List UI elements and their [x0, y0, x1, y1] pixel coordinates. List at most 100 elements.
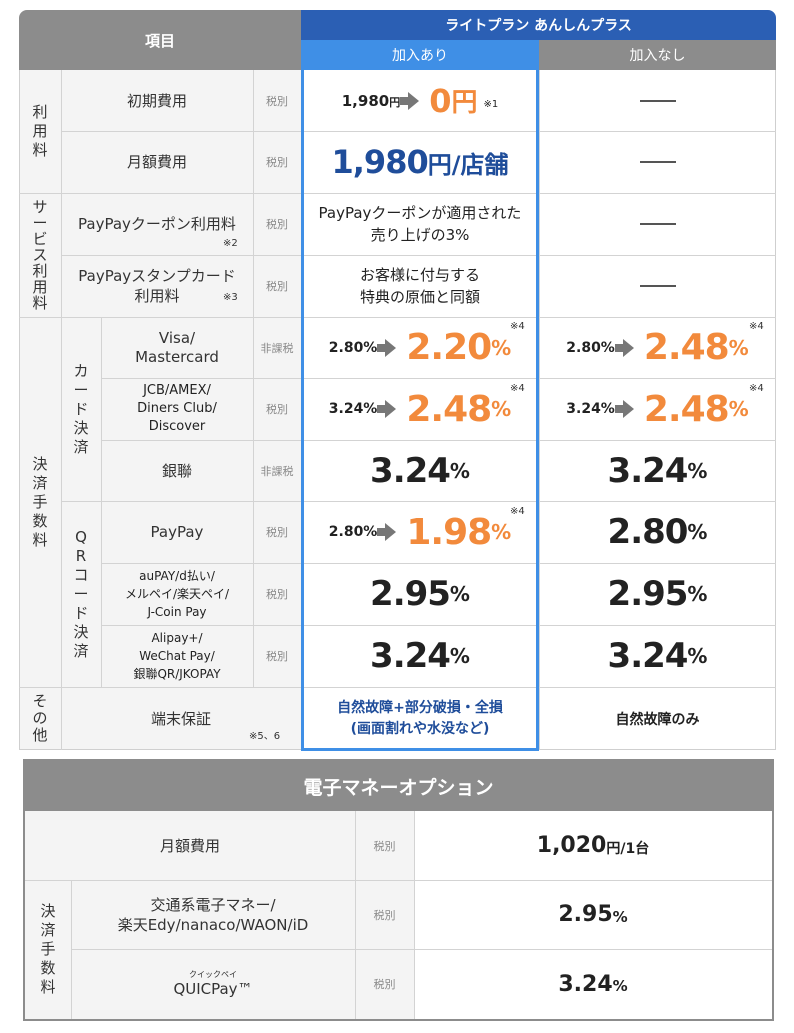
row-monthly-without: [539, 131, 776, 193]
emoney-quic_ruby-text: クイックペイ: [189, 970, 237, 979]
row-stamp-without: [539, 255, 776, 317]
rows-monthly-label-text: 月額費用: [126, 153, 187, 171]
arrow-icon: [377, 400, 397, 418]
row-aupay-with: 2.95%: [301, 563, 539, 625]
emoney-group-4-text: 料: [40, 978, 56, 996]
groups-other-2-text: 他: [32, 726, 48, 744]
row-coupon-tax: 税別: [253, 193, 301, 255]
rows-stamp-label2-text: 利用料: [134, 287, 180, 305]
groups-card-0-text: カ: [73, 361, 89, 380]
row-monthly-tax: 税別: [253, 131, 301, 193]
row-coupon-without: [539, 193, 776, 255]
row-alipay-label: Alipay+/ WeChat Pay/銀聯QR/JKOPAY: [101, 625, 253, 687]
groups-qr-4-text: ド: [73, 603, 89, 622]
rows-alipay-label2-text: WeChat Pay/: [139, 649, 215, 663]
rows-stamp-line1-text: お客様に付与する: [359, 266, 480, 284]
pct-text: %: [491, 520, 512, 544]
row-unionpay-tax: 非課税: [253, 440, 301, 501]
groups-card-3-text: 決: [73, 418, 89, 437]
groups-qr-2-text: コ: [73, 565, 89, 584]
row-visa-with: 2.80% 2.20%: [301, 317, 539, 378]
rows-aupay-label1-text: auPAY/d払い/: [139, 569, 215, 583]
row-stamp-with: お客様に付与する 特典の原価と同額: [301, 255, 539, 317]
dash-icon: [639, 161, 676, 163]
row-paypay-with: 2.80% 1.98%: [301, 501, 539, 563]
row-coupon-with: PayPayクーポンが適用された 売り上げの3%: [301, 193, 539, 255]
row-warranty-with: 自然故障+部分破損・全損 (画面割れや水没など): [301, 687, 539, 750]
rows-jcb-label3-text: Discover: [148, 419, 206, 434]
col-with-label: 加入あり: [392, 48, 448, 64]
rows-unionpay-without-text: 3.24: [607, 450, 689, 491]
groups-service-3-text: ス: [32, 246, 48, 264]
emoney-title-text: 電子マネーオプション: [303, 776, 494, 799]
groups-card-2-text: ド: [73, 399, 89, 418]
rows-aupay-label2-text: メルペイ/楽天ペイ/: [124, 587, 230, 601]
rows-jcb-with_new-text: 2.48: [406, 388, 492, 430]
groups-usage-1-text: 用: [32, 122, 48, 140]
groups-qr-3-text: ー: [73, 584, 89, 603]
pct-text: %: [687, 458, 708, 483]
rows-warranty-with1-text: 自然故障+部分破損・全損: [337, 699, 503, 716]
plan-header: ライトプラン あんしんプラス: [301, 10, 776, 40]
emoney-quic_tax-text: 税別: [373, 978, 396, 991]
rows-alipay-tax-text: 税別: [266, 650, 288, 663]
rows-aupay-without-text: 2.95: [607, 574, 689, 614]
groups-qr-5-text: 決: [73, 622, 89, 641]
emoney-monthly-tax: 税別: [355, 811, 414, 880]
group-card: カード決済: [61, 317, 101, 501]
groups-payment-1-text: 済: [32, 473, 48, 492]
row-coupon-label: PayPayクーポン利用料: [61, 193, 253, 255]
emoney-quic-label: クイックペイ QUICPay™: [71, 949, 355, 1019]
emoney-group-label: 決済手数料: [25, 880, 71, 1019]
row-alipay-tax: 税別: [253, 625, 301, 687]
rows-paypay-with_new-text: 1.98: [406, 511, 492, 553]
rows-initial-new_unit-text: 円: [451, 88, 478, 118]
pct-text: %: [612, 977, 628, 995]
rows-initial-label-text: 初期費用: [126, 91, 187, 110]
rows-initial-note-text: ※1: [483, 99, 499, 110]
emoney-group-0-text: 決: [40, 902, 56, 920]
rows-coupon-line1-text: PayPayクーポンが適用された: [318, 204, 522, 222]
group-other: その他: [19, 687, 61, 750]
row-aupay-label: auPAY/d払い/メルペイ/楽天ペイ/J-Coin Pay: [101, 563, 253, 625]
pct-text: %: [491, 397, 512, 421]
row-visa-label: Visa/Mastercard: [101, 317, 253, 378]
emoney-quic_label-text: QUICPay™: [173, 980, 253, 998]
emoney-transit-label: 交通系電子マネー/楽天Edy/nanaco/WAON/iD: [71, 880, 355, 949]
groups-service-1-text: ー: [32, 214, 48, 232]
rows-warranty-label-text: 端末保証: [150, 709, 211, 728]
row-initial-without: [539, 70, 776, 131]
pct-text: %: [449, 644, 470, 668]
rows-alipay-with-text: 3.24: [370, 636, 451, 676]
groups-payment-4-text: 料: [32, 530, 48, 549]
rows-visa-with_old-text: 2.80%: [328, 339, 378, 356]
rows-monthly-tax-text: 税別: [266, 156, 288, 169]
rows-jcb-label2-text: Diners Club/: [137, 401, 217, 416]
groups-card-1-text: ー: [73, 380, 89, 399]
pct-text: %: [728, 335, 749, 360]
rows-unionpay-with-text: 3.24: [370, 450, 451, 491]
arrow-icon: [614, 400, 634, 418]
rows-jcb-with_old-text: 3.24%: [328, 401, 378, 417]
emoney-group-2-text: 手: [40, 940, 56, 958]
groups-service-0-text: サ: [32, 198, 48, 216]
row-unionpay-without: 3.24%: [539, 440, 776, 501]
pct-text: %: [449, 458, 470, 483]
groups-service-5-text: 用: [32, 278, 48, 296]
row-paypay-label: PayPay: [101, 501, 253, 563]
row-jcb-label: JCB/AMEX/Diners Club/Discover: [101, 378, 253, 440]
row-warranty-without: 自然故障のみ: [539, 687, 776, 750]
pct-text: %: [728, 397, 749, 421]
rows-visa-label2-text: Mastercard: [135, 347, 219, 366]
rows-aupay-with-text: 2.95: [370, 574, 451, 614]
row-aupay-tax: 税別: [253, 563, 301, 625]
groups-service-2-text: ビ: [32, 230, 48, 248]
emoney-quic-value: 3.24%: [414, 949, 772, 1019]
emoney-monthly-value: 1,020 円/1台: [414, 811, 772, 880]
rows-stamp-line2-text: 特典の原価と同額: [359, 288, 480, 306]
emoney-monthly-label: 月額費用: [25, 811, 355, 880]
pct-text: %: [449, 582, 470, 606]
rows-unionpay-tax-text: 非課税: [260, 464, 294, 478]
